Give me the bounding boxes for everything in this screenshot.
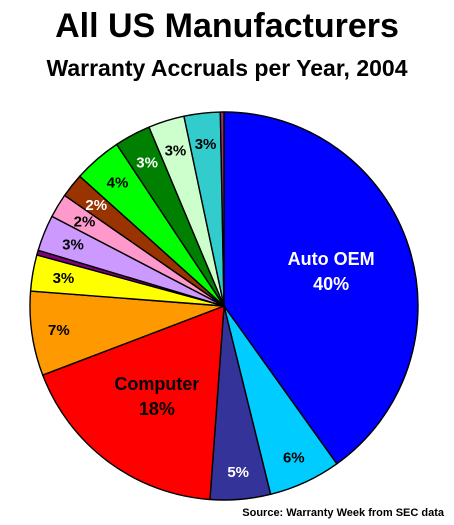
pie-slice [219, 111, 225, 307]
source-note: Source: Warranty Week from SEC data [242, 507, 444, 519]
pie-slice-label: 4% [107, 174, 129, 191]
pie-slice-label: Computer 18% [114, 374, 199, 419]
pie-slice-label: 3% [53, 270, 75, 287]
pie-slice-label: 3% [136, 154, 158, 171]
pie-slice-label: 2% [74, 213, 96, 230]
chart-title: All US Manufacturers [55, 7, 399, 45]
pie-slice-label: 3% [165, 142, 187, 159]
pie-slice [42, 305, 225, 501]
pie-labels: Auto OEM 40%6%5%Computer 18%7%3%3%2%2%4%3%… [48, 136, 375, 481]
pie-slice-label: Auto OEM 40% [288, 249, 375, 294]
chart-subtitle: Warranty Accruals per Year, 2004 [46, 55, 408, 81]
pie-slice-label: 2% [85, 196, 107, 213]
pie-slice-label: 3% [62, 236, 84, 253]
pie-slices [29, 111, 419, 501]
pie-slice [223, 111, 419, 465]
pie-slice-label: 7% [48, 321, 70, 338]
pie-slice-label: 3% [195, 136, 217, 153]
pie-slice-label: 6% [283, 449, 305, 466]
pie-slice-label: 5% [227, 464, 249, 481]
